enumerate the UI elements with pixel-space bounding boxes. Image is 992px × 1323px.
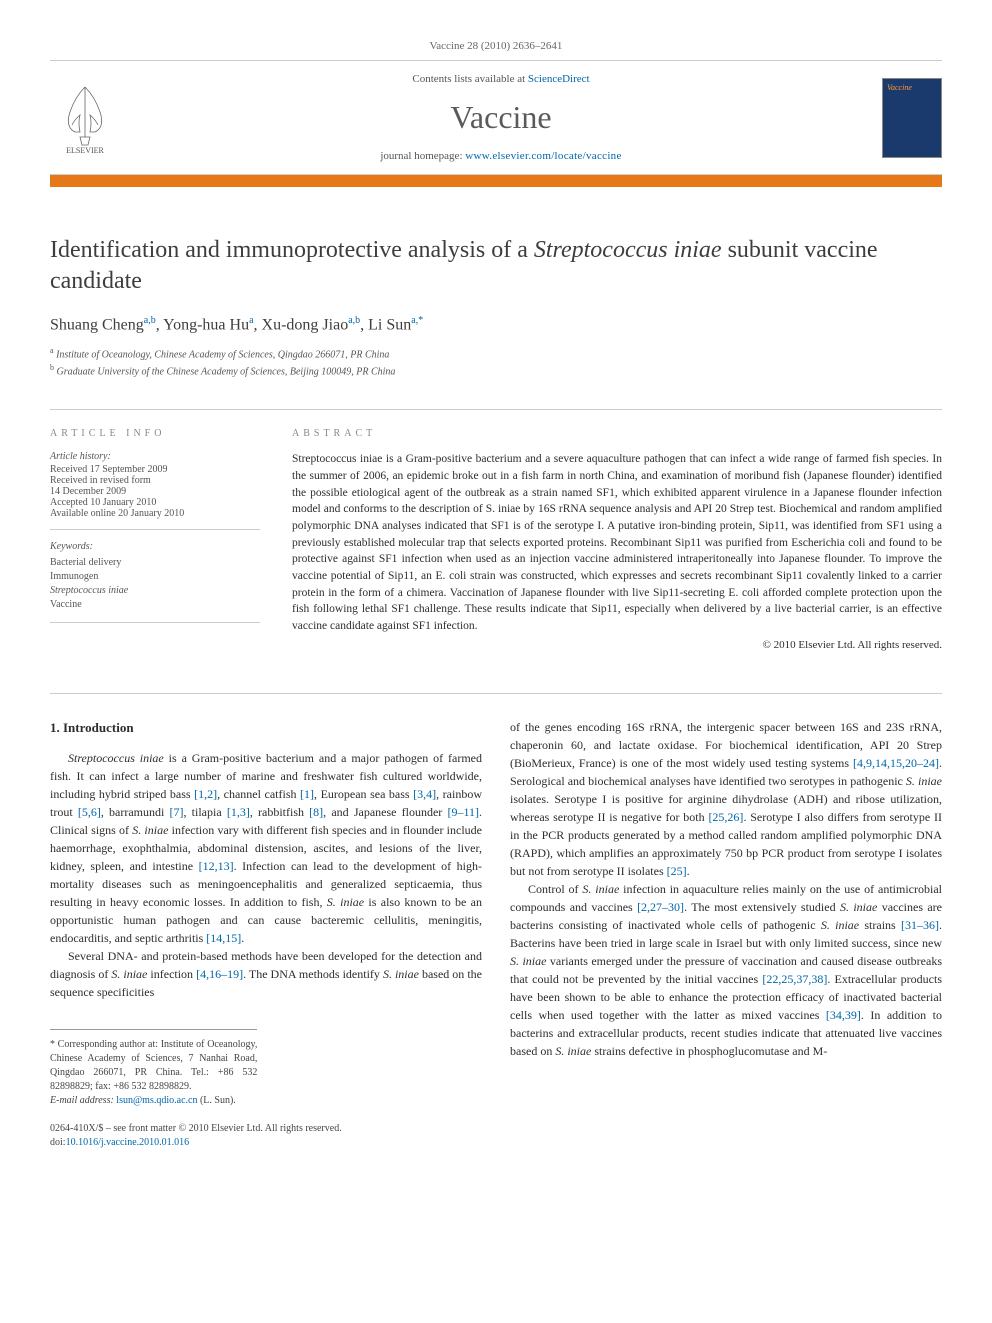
- author-4-aff: a,*: [411, 315, 423, 326]
- history-received: Received 17 September 2009: [50, 464, 260, 475]
- contents-available-line: Contents lists available at ScienceDirec…: [140, 73, 862, 85]
- info-abstract-row: ARTICLE INFO Article history: Received 1…: [50, 409, 942, 650]
- journal-cover-thumbnail: Vaccine: [882, 78, 942, 158]
- header-center: Contents lists available at ScienceDirec…: [140, 73, 862, 162]
- ref-link[interactable]: [8]: [309, 805, 323, 819]
- ref-link[interactable]: [31–36]: [901, 918, 939, 932]
- history-accepted: Accepted 10 January 2010: [50, 497, 260, 508]
- section-title: Introduction: [63, 720, 134, 735]
- contents-text: Contents lists available at: [412, 73, 527, 85]
- sciencedirect-link[interactable]: ScienceDirect: [528, 73, 590, 85]
- history-revised-2: 14 December 2009: [50, 486, 260, 497]
- cover-label: Vaccine: [887, 83, 937, 92]
- history-revised-1: Received in revised form: [50, 475, 260, 486]
- intro-paragraph-1: Streptococcus iniae is a Gram-positive b…: [50, 749, 482, 947]
- ref-link[interactable]: [1]: [300, 787, 314, 801]
- history-online: Available online 20 January 2010: [50, 508, 260, 519]
- article-title: Identification and immunoprotective anal…: [50, 235, 942, 297]
- ref-link[interactable]: [12,13]: [199, 859, 234, 873]
- homepage-line: journal homepage: www.elsevier.com/locat…: [140, 150, 862, 162]
- abstract-column: ABSTRACT Streptococcus iniae is a Gram-p…: [292, 428, 942, 650]
- issn-line: 0264-410X/$ – see front matter © 2010 El…: [50, 1122, 482, 1136]
- ref-link[interactable]: [7]: [170, 805, 184, 819]
- affiliation-b-text: Graduate University of the Chinese Acade…: [57, 366, 396, 377]
- elsevier-tree-icon: ELSEVIER: [50, 77, 120, 155]
- header-citation: Vaccine 28 (2010) 2636–2641: [50, 40, 942, 52]
- ref-link[interactable]: [22,25,37,38]: [762, 972, 827, 986]
- affiliation-list: a Institute of Oceanology, Chinese Acade…: [50, 345, 942, 380]
- doi-label: doi:: [50, 1137, 66, 1148]
- ref-link[interactable]: [3,4]: [413, 787, 436, 801]
- homepage-label: journal homepage:: [380, 150, 465, 162]
- footer-meta: 0264-410X/$ – see front matter © 2010 El…: [50, 1122, 482, 1150]
- orange-divider-bar: [50, 175, 942, 187]
- keyword-4: Vaccine: [50, 598, 260, 612]
- intro-paragraph-3: of the genes encoding 16S rRNA, the inte…: [510, 718, 942, 880]
- corresponding-star-icon: *: [418, 315, 423, 326]
- keyword-1: Bacterial delivery: [50, 556, 260, 570]
- ref-link[interactable]: [4,16–19]: [196, 967, 243, 981]
- section-1-heading: 1. Introduction: [50, 718, 482, 738]
- ref-link[interactable]: [25,26]: [708, 810, 743, 824]
- email-footnote: E-mail address: lsun@ms.qdio.ac.cn (L. S…: [50, 1094, 257, 1108]
- intro-paragraph-2: Several DNA- and protein-based methods h…: [50, 947, 482, 1001]
- intro-paragraph-4: Control of S. iniae infection in aquacul…: [510, 880, 942, 1060]
- ref-link[interactable]: [14,15]: [206, 931, 241, 945]
- email-who: (L. Sun).: [197, 1095, 235, 1106]
- affiliation-b: b Graduate University of the Chinese Aca…: [50, 362, 942, 379]
- corresponding-footnote: * Corresponding author at: Institute of …: [50, 1038, 257, 1094]
- article-info-heading: ARTICLE INFO: [50, 428, 260, 439]
- abstract-heading: ABSTRACT: [292, 428, 942, 439]
- ref-link[interactable]: [25]: [667, 864, 687, 878]
- homepage-url-link[interactable]: www.elsevier.com/locate/vaccine: [465, 150, 621, 162]
- author-4-name: Li Sun: [368, 317, 411, 334]
- title-species: Streptococcus iniae: [534, 237, 722, 263]
- keyword-2: Immunogen: [50, 570, 260, 584]
- article-info-sidebar: ARTICLE INFO Article history: Received 1…: [50, 428, 260, 650]
- journal-name: Vaccine: [140, 99, 862, 136]
- keywords-block: Keywords: Bacterial delivery Immunogen S…: [50, 540, 260, 623]
- elsevier-logo: ELSEVIER: [50, 77, 120, 159]
- ref-link[interactable]: [2,27–30]: [637, 900, 684, 914]
- keyword-3: Streptococcus iniae: [50, 584, 260, 598]
- body-two-columns: 1. Introduction Streptococcus iniae is a…: [50, 693, 942, 1151]
- author-3-aff: a,b: [348, 315, 360, 326]
- ref-link[interactable]: [5,6]: [78, 805, 101, 819]
- ref-link[interactable]: [1,2]: [194, 787, 217, 801]
- abstract-copyright: © 2010 Elsevier Ltd. All rights reserved…: [292, 639, 942, 651]
- ref-link[interactable]: [9–11]: [447, 805, 479, 819]
- author-1-name: Shuang Cheng: [50, 317, 144, 334]
- author-3-name: Xu-dong Jiao: [262, 317, 349, 334]
- ref-link[interactable]: [34,39]: [826, 1008, 861, 1022]
- svg-text:ELSEVIER: ELSEVIER: [66, 146, 104, 155]
- email-link[interactable]: lsun@ms.qdio.ac.cn: [116, 1095, 197, 1106]
- body-column-right: of the genes encoding 16S rRNA, the inte…: [510, 718, 942, 1151]
- ref-link[interactable]: [1,3]: [227, 805, 250, 819]
- email-label: E-mail address:: [50, 1095, 116, 1106]
- keywords-label: Keywords:: [50, 540, 260, 554]
- page-container: Vaccine 28 (2010) 2636–2641 ELSEVIER Con…: [0, 0, 992, 1190]
- author-list: Shuang Chenga,b, Yong-hua Hua, Xu-dong J…: [50, 315, 942, 334]
- author-2-name: Yong-hua Hu: [163, 317, 249, 334]
- affiliation-a-text: Institute of Oceanology, Chinese Academy…: [56, 349, 389, 360]
- abstract-text: Streptococcus iniae is a Gram-positive b…: [292, 451, 942, 634]
- history-label: Article history:: [50, 451, 260, 462]
- title-pre: Identification and immunoprotective anal…: [50, 237, 534, 263]
- affiliation-a: a Institute of Oceanology, Chinese Acade…: [50, 345, 942, 362]
- author-2-aff: a: [249, 315, 253, 326]
- doi-link[interactable]: 10.1016/j.vaccine.2010.01.016: [66, 1137, 190, 1148]
- header-bar: ELSEVIER Contents lists available at Sci…: [50, 60, 942, 175]
- doi-line: doi:10.1016/j.vaccine.2010.01.016: [50, 1136, 482, 1150]
- section-number: 1.: [50, 720, 60, 735]
- ref-link[interactable]: [4,9,14,15,20–24]: [853, 756, 939, 770]
- author-1-aff: a,b: [144, 315, 156, 326]
- footnote-block: * Corresponding author at: Institute of …: [50, 1029, 257, 1108]
- body-column-left: 1. Introduction Streptococcus iniae is a…: [50, 718, 482, 1151]
- article-history-block: Article history: Received 17 September 2…: [50, 451, 260, 530]
